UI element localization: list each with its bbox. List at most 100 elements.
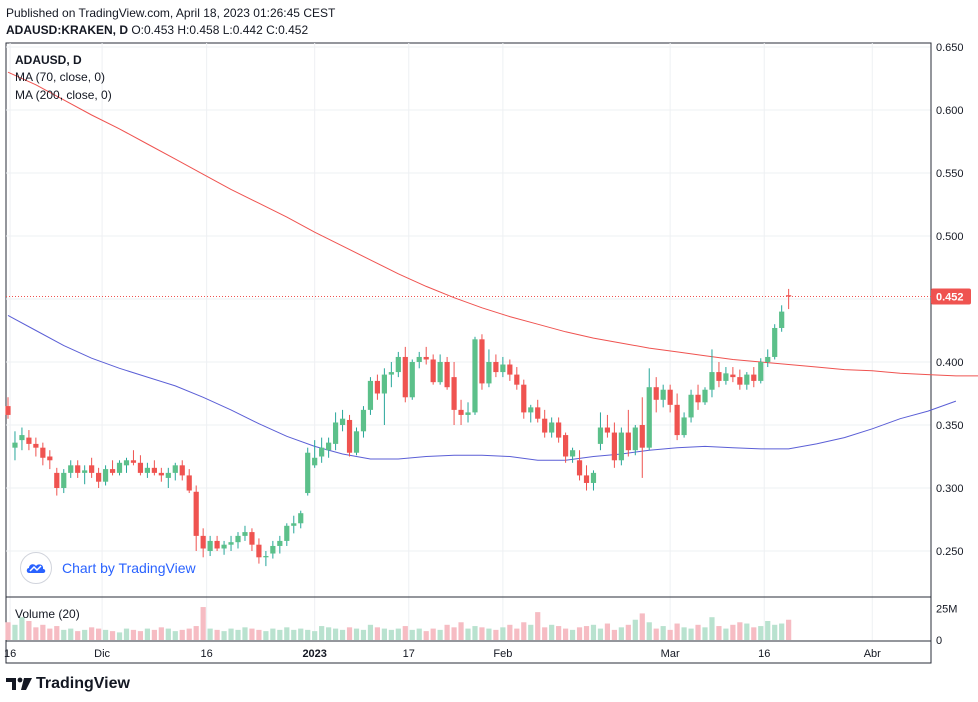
candle-body [54, 472, 60, 488]
candle-body [144, 467, 150, 473]
symbol-label: ADAUSD:KRAKEN, D [6, 23, 128, 37]
candle-body [277, 540, 283, 546]
legend-ma70[interactable]: MA (70, close, 0) [15, 70, 106, 84]
volume-bar [305, 629, 311, 640]
candle-body [514, 374, 520, 385]
y-tick-label: 0.300 [936, 483, 964, 495]
chart-by-badge[interactable]: Chart by TradingView [20, 552, 196, 584]
candle-body [186, 475, 192, 491]
candle-body [47, 456, 53, 461]
volume-bar [542, 627, 548, 640]
volume-bar [514, 628, 520, 640]
candle-body [5, 406, 11, 415]
x-tick-label: Dic [94, 648, 110, 660]
volume-bar [353, 628, 360, 640]
candle-body [388, 372, 394, 375]
volume-bar [702, 627, 708, 640]
volume-bar [639, 613, 645, 640]
candle-body [40, 447, 46, 458]
x-tick-label: 2023 [302, 648, 326, 660]
candle-body [96, 472, 102, 482]
volume-bar [409, 629, 415, 640]
volume-bar [214, 629, 220, 640]
candle-body [479, 339, 485, 384]
candle-body [158, 472, 164, 476]
volume-bar [346, 627, 353, 640]
volume-bar [123, 628, 130, 640]
volume-bar [151, 629, 157, 640]
candle-body [521, 384, 527, 413]
candle-body [528, 407, 534, 413]
volume-bar [367, 624, 374, 640]
x-tick-label: 16 [758, 648, 770, 660]
volume-bar [193, 626, 199, 640]
volume-bar [535, 612, 541, 640]
candle-body [270, 545, 276, 554]
candle-body [228, 542, 234, 545]
candle-body [681, 417, 687, 436]
volume-bar [451, 627, 457, 640]
volume-bar [360, 629, 367, 640]
candle-body [374, 380, 381, 394]
candle-body [576, 460, 583, 476]
volume-bar [200, 607, 206, 640]
volume-bar [604, 623, 611, 640]
tradingview-logo[interactable]: TradingView [6, 675, 130, 693]
volume-bar [221, 631, 227, 640]
candle-body [381, 374, 387, 394]
volume-bar [19, 617, 25, 640]
candle-body [367, 380, 374, 410]
candle-body [695, 394, 701, 403]
candle-body [123, 460, 130, 466]
candle-body [458, 409, 464, 415]
y-tick-label: 0.250 [936, 546, 964, 558]
candle-body [437, 362, 443, 383]
candle-body [625, 432, 631, 451]
volume-bar [611, 629, 617, 640]
candle-body [744, 374, 750, 385]
symbol-ohlc-line: ADAUSD:KRAKEN, D O:0.453 H:0.458 L:0.442… [6, 23, 308, 37]
candle-body [751, 374, 757, 381]
candle-body [667, 389, 673, 405]
candle-body [89, 465, 95, 473]
volume-bar [667, 629, 673, 640]
candle-body [12, 442, 18, 448]
legend-volume[interactable]: Volume (20) [15, 607, 80, 621]
candle-body [242, 532, 248, 536]
volume-bar [312, 631, 318, 640]
candle-body [493, 362, 499, 373]
volume-bar [395, 628, 401, 640]
volume-bar [709, 617, 715, 640]
candle-body [33, 443, 39, 448]
candle-body [26, 437, 32, 444]
volume-bar [563, 628, 569, 640]
candle-body [172, 465, 178, 473]
candle-body [221, 544, 227, 549]
candle-body [674, 404, 680, 436]
candle-body [235, 535, 241, 543]
published-line: Published on TradingView.com, April 18, … [6, 6, 336, 20]
candle-body [409, 362, 415, 398]
volume-bar [730, 624, 736, 640]
candle-body [249, 532, 255, 545]
x-tick-label: 17 [403, 648, 415, 660]
volume-bar [493, 629, 499, 640]
x-tick-label: 16 [4, 648, 16, 660]
ma200-line [7, 314, 957, 461]
candle-body [82, 470, 88, 473]
candle-body [549, 422, 555, 433]
candle-body [395, 356, 401, 373]
volume-bar [277, 629, 283, 640]
candle-body [102, 469, 109, 482]
volume-bar [96, 628, 102, 640]
candle-body [716, 372, 722, 381]
volume-bar [228, 628, 234, 640]
candle-body [444, 362, 450, 388]
legend-ma200[interactable]: MA (200, close, 0) [15, 88, 112, 102]
candle-body [312, 457, 318, 466]
y-tick-label: 0.600 [936, 105, 964, 117]
volume-bar [47, 628, 53, 640]
last-price-label: 0.452 [936, 291, 964, 303]
volume-bar [158, 627, 164, 640]
